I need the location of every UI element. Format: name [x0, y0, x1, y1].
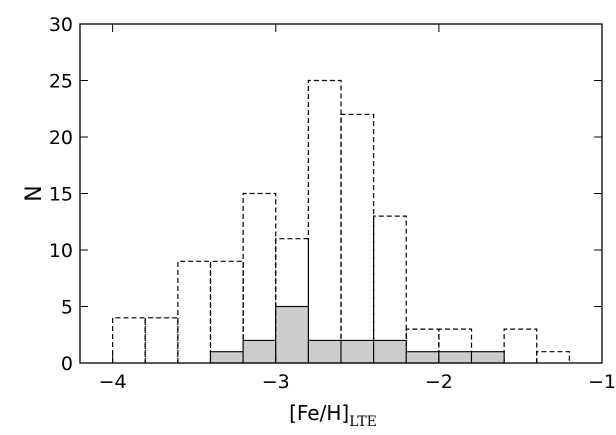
y-tick-label-4: 20 [49, 127, 73, 149]
x-axis-label: [Fe/H]LTE [289, 401, 377, 430]
y-tick-label-1: 5 [61, 297, 73, 319]
dashed-bar-10 [438, 328, 473, 363]
x-axis-label-subscript: LTE [349, 414, 377, 430]
x-tick-label-0: −4 [99, 371, 127, 393]
dashed-bar-0 [112, 317, 146, 363]
dashed-bar-7 [340, 113, 375, 363]
y-tick-label-0: 0 [61, 353, 73, 375]
x-tick-label-1: −3 [262, 371, 290, 393]
y-tick-label-3: 15 [49, 184, 73, 206]
y-axis-label: N [22, 185, 47, 201]
y-tick-label-6: 30 [49, 14, 73, 36]
filled-bar-3 [307, 339, 342, 364]
filled-bar-6 [405, 351, 440, 364]
filled-bar-1 [242, 339, 277, 364]
dashed-bar-3 [209, 260, 244, 363]
x-axis-label-main: [Fe/H] [289, 401, 349, 425]
dashed-bar-6 [307, 79, 342, 363]
dashed-bar-2 [177, 260, 212, 363]
filled-bar-4 [340, 339, 375, 364]
ticks-layer: −4 −3 −2 −1 0 5 10 15 20 25 30 [49, 14, 616, 393]
dashed-bar-12 [503, 328, 538, 363]
filled-bar-0 [209, 351, 244, 364]
dashed-bar-5 [275, 238, 309, 363]
filled-bar-7 [438, 351, 473, 364]
x-tick-label-3: −1 [588, 371, 616, 393]
filled-bar-2 [275, 305, 309, 364]
dashed-bar-4 [242, 192, 277, 363]
x-tick-label-2: −2 [425, 371, 453, 393]
bars-layer [112, 79, 570, 364]
dashed-bar-13 [536, 351, 570, 363]
y-tick-label-2: 10 [49, 240, 73, 262]
dashed-bar-8 [373, 215, 407, 363]
y-tick-label-5: 25 [49, 71, 73, 93]
filled-bar-8 [470, 351, 505, 364]
dashed-bar-1 [144, 317, 179, 363]
filled-bar-5 [373, 339, 407, 364]
